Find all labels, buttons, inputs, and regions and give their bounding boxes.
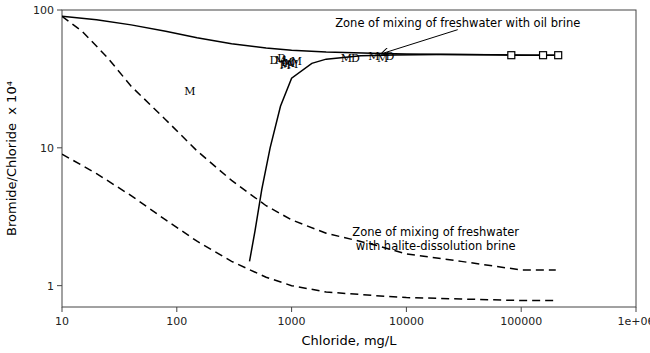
x-tick-label: 10	[55, 315, 69, 328]
y-tick-label: 10	[40, 142, 54, 155]
annotation: Zone of mixing of freshwater with oil br…	[335, 16, 580, 30]
x-tick	[176, 307, 177, 312]
y-tick	[57, 147, 62, 148]
annotation-line: Zone of mixing of freshwater	[352, 225, 519, 239]
y-tick	[57, 285, 62, 286]
point-letter: M	[291, 55, 302, 68]
series-line	[62, 154, 556, 300]
series-line	[250, 55, 556, 262]
x-tick-label: 100000	[500, 315, 542, 328]
point-letter: M	[184, 85, 195, 98]
x-tick	[291, 307, 292, 312]
chart: 10 100 1000 10000 100000 1e+06 1 10 100 Chloride,…	[0, 0, 650, 353]
y-tick	[57, 10, 62, 11]
x-tick	[636, 307, 637, 312]
point-letter: p	[280, 56, 287, 69]
point-square	[555, 52, 562, 59]
x-tick	[521, 307, 522, 312]
plot-frame	[62, 10, 636, 307]
annotation-arrow	[381, 30, 458, 54]
x-tick	[406, 307, 407, 312]
x-tick-label: 100	[166, 315, 187, 328]
x-tick-label: 1000	[278, 315, 306, 328]
plot-area: MMMMMMMMMMDDDDp	[62, 16, 562, 300]
x-tick-label: 10000	[389, 315, 424, 328]
point-square	[508, 52, 515, 59]
y-tick-label: 100	[33, 4, 54, 17]
x-axis-label: Chloride, mg/L	[302, 333, 398, 348]
annotation-line: with halite-dissolution brine	[356, 239, 516, 253]
series-line	[62, 16, 556, 270]
point-square	[540, 52, 547, 59]
y-tick-label: 1	[47, 280, 54, 293]
point-letter: D	[351, 52, 360, 65]
annotation-line: Zone of mixing of freshwater with oil br…	[335, 16, 580, 30]
x-tick	[62, 307, 63, 312]
y-axis-label: Bromide/Chloride x 10⁴	[4, 81, 19, 236]
annotation: Zone of mixing of freshwaterwith halite-…	[352, 225, 519, 253]
x-tick-label: 1e+06	[618, 315, 650, 328]
